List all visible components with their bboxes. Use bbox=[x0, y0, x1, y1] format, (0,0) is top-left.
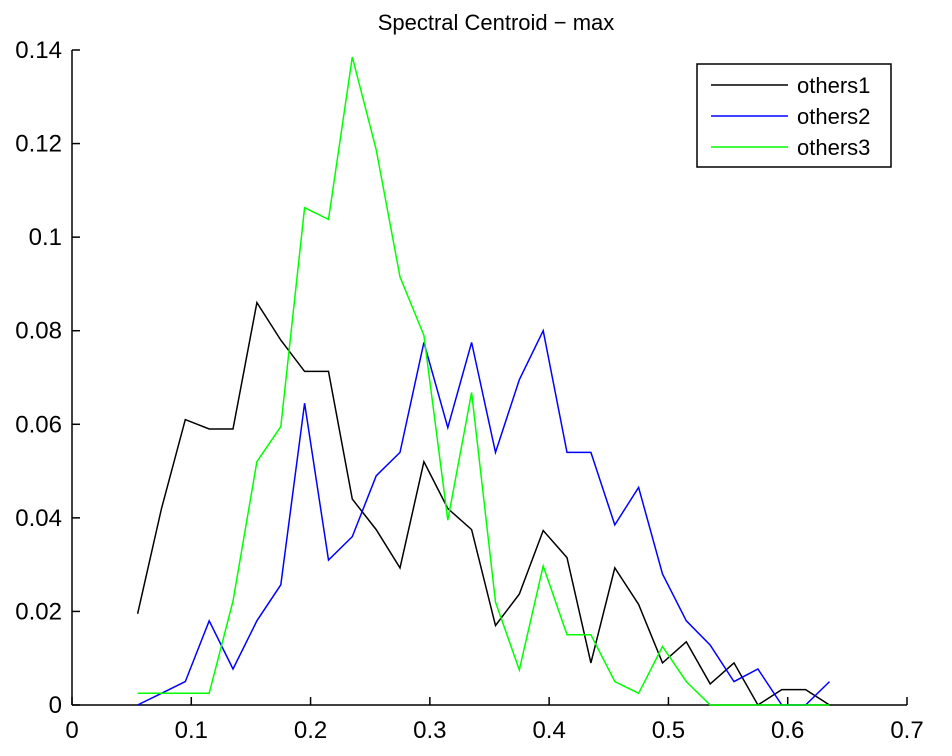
legend-label-others2: others2 bbox=[797, 104, 870, 129]
x-ticks: 0 0.1 0.2 0.3 0.4 0.5 0.6 0.7 bbox=[65, 697, 924, 744]
y-tick-label: 0.1 bbox=[29, 224, 62, 251]
y-tick-label: 0.12 bbox=[15, 131, 62, 158]
y-tick-label: 0.02 bbox=[15, 598, 62, 625]
chart-title: Spectral Centroid − max bbox=[378, 10, 615, 35]
x-tick-label: 0 bbox=[65, 717, 78, 744]
x-tick-label: 0.3 bbox=[413, 717, 446, 744]
x-tick-label: 0.6 bbox=[771, 717, 804, 744]
series-lines bbox=[136, 56, 831, 707]
x-tick-label: 0.1 bbox=[175, 717, 208, 744]
legend-label-others3: others3 bbox=[797, 135, 870, 160]
series-line-others1 bbox=[136, 300, 830, 707]
y-ticks: 0 0.02 0.04 0.06 0.08 0.1 0.12 0.14 bbox=[15, 37, 80, 719]
y-tick-label: 0.06 bbox=[15, 411, 62, 438]
y-tick-label: 0 bbox=[49, 692, 62, 719]
series-line-others2 bbox=[137, 328, 831, 706]
legend-entries: others1 others2 others3 bbox=[711, 73, 870, 160]
legend: others1 others2 others3 bbox=[696, 63, 892, 168]
y-tick-label: 0.04 bbox=[15, 505, 62, 532]
x-tick-label: 0.4 bbox=[532, 717, 565, 744]
x-tick-label: 0.5 bbox=[652, 717, 685, 744]
legend-label-others1: others1 bbox=[797, 73, 870, 98]
x-tick-label: 0.2 bbox=[294, 717, 327, 744]
y-tick-label: 0.14 bbox=[15, 37, 62, 64]
y-tick-label: 0.08 bbox=[15, 318, 62, 345]
series-line-others3 bbox=[137, 56, 830, 706]
x-tick-label: 0.7 bbox=[890, 717, 923, 744]
